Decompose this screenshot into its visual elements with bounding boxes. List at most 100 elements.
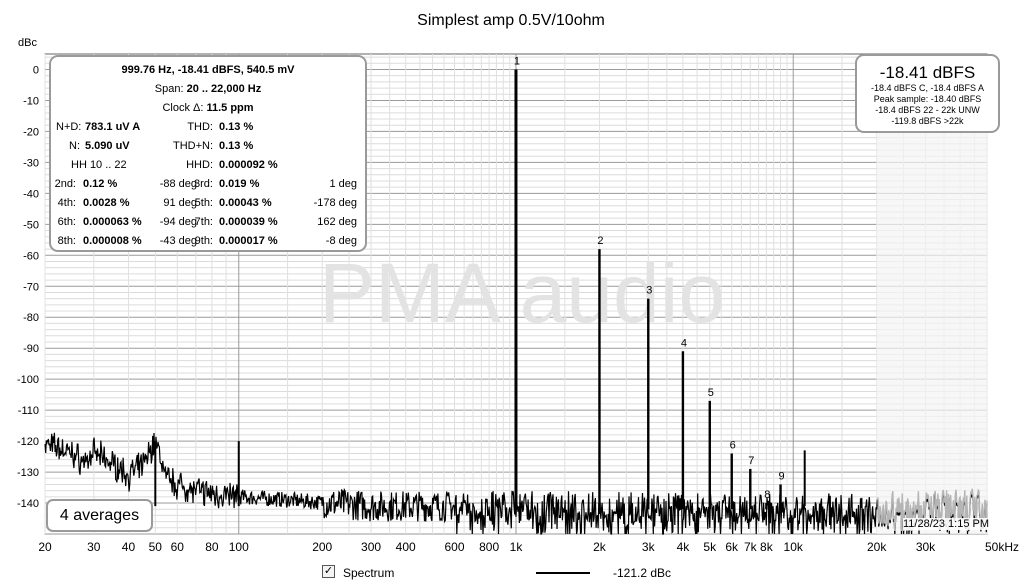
- harmonic-right-phase: 162 deg: [317, 216, 357, 228]
- level-readout-box: -18.41 dBFS -18.4 dBFS C, -18.4 dBFS A P…: [855, 54, 1000, 133]
- x-tick-label: 40: [122, 540, 136, 554]
- x-tick-label: 50: [149, 540, 163, 554]
- harmonic-label: 3: [646, 285, 652, 297]
- x-axis-ticks: 20 30 40 50 60 80 100 200 300 400 600 800 1k 2k 3k 4k 5k…: [38, 540, 1019, 554]
- harmonic-row: 8th: 0.000008 % -43 deg 9th: 0.000017 % …: [51, 233, 365, 249]
- harmonic-label: 5: [708, 387, 714, 399]
- nd-value: 783.1 uV A: [85, 121, 141, 133]
- spectrum-series: [44, 69, 988, 535]
- noise-floor-trace: [44, 432, 988, 535]
- harmonic-label: 4: [681, 337, 687, 349]
- harmonic-row: 2nd: 0.12 % -88 deg 3rd: 0.019 % 1 deg: [51, 176, 365, 192]
- y-axis-ticks: 0 -10 -20 -30 -40 -50 -60 -70 -80 -90 -100 -110 -120…: [17, 64, 39, 510]
- nd-label: N+D:: [56, 121, 82, 133]
- harmonic-left-value: 0.000008 %: [83, 235, 142, 247]
- harmonic-right-label: 3rd:: [194, 178, 213, 190]
- harmonic-left-value: 0.12 %: [83, 178, 118, 190]
- x-tick-label: 6k: [725, 540, 739, 554]
- y-tick-label: -110: [18, 405, 39, 417]
- clock-label: Clock Δ:: [162, 102, 204, 114]
- harmonic-right-label: 5th:: [194, 197, 213, 209]
- level-detail-line: Peak sample: -18.40 dBFS: [873, 94, 982, 104]
- x-tick-label: 50kHz: [985, 540, 1019, 554]
- y-tick-label: -90: [23, 343, 39, 355]
- y-tick-label: -140: [17, 498, 39, 510]
- thdn-label: THD+N:: [172, 140, 213, 152]
- info-nd-row: N+D: 783.1 uV A THD: 0.13 %: [51, 119, 365, 135]
- info-hh-row: HH 10 .. 22 HHD: 0.000092 %: [51, 157, 365, 173]
- thd-label: THD:: [187, 121, 213, 133]
- level-detail-line: -18.4 dBFS C, -18.4 dBFS A: [870, 83, 985, 93]
- info-span-row: Span: 20 .. 22,000 Hz: [51, 81, 365, 97]
- spectrum-checkbox[interactable]: ✓: [322, 565, 335, 578]
- harmonic-right-value: 0.00043 %: [219, 197, 272, 209]
- x-tick-label: 3k: [642, 540, 656, 554]
- timestamp: 11/28/23 1:15 PM: [903, 518, 990, 530]
- harmonic-label: 6: [730, 439, 736, 451]
- x-tick-label: 20: [38, 540, 52, 554]
- averages-box: 4 averages: [46, 499, 153, 532]
- x-tick-label: 8k: [760, 540, 774, 554]
- info-header-row: 999.76 Hz, -18.41 dBFS, 540.5 mV: [51, 62, 365, 78]
- x-tick-label: 400: [396, 540, 416, 554]
- harmonic-left-label: 6th:: [57, 216, 76, 228]
- harmonic-right-value: 0.000039 %: [219, 216, 278, 228]
- x-tick-label: 60: [171, 540, 185, 554]
- x-tick-label: 200: [312, 540, 332, 554]
- x-tick-label: 100: [229, 540, 249, 554]
- y-tick-label: -70: [23, 281, 39, 293]
- x-tick-label: 10k: [784, 540, 804, 554]
- y-tick-label: -60: [23, 250, 39, 262]
- x-tick-label: 30: [87, 540, 101, 554]
- span-value: 20 .. 22,000 Hz: [186, 83, 262, 95]
- harmonic-right-value: 0.019 %: [219, 178, 260, 190]
- x-tick-label: 300: [361, 540, 381, 554]
- harmonic-left-value: 0.000063 %: [83, 216, 142, 228]
- span-label: Span:: [154, 83, 184, 95]
- legend-label[interactable]: Spectrum: [343, 566, 395, 580]
- x-tick-label: 5k: [703, 540, 717, 554]
- harmonic-right-phase: -8 deg: [325, 235, 357, 247]
- thdn-value: 0.13 %: [219, 140, 254, 152]
- n-label: N:: [69, 140, 80, 152]
- harmonic-right-phase: 1 deg: [329, 178, 357, 190]
- x-tick-label: 1k: [510, 540, 524, 554]
- measurement-info-box: 999.76 Hz, -18.41 dBFS, 540.5 mV Span: 2…: [49, 55, 367, 252]
- y-tick-label: -80: [23, 312, 39, 324]
- x-tick-label: 20k: [867, 540, 887, 554]
- x-tick-label: 2k: [593, 540, 607, 554]
- y-tick-label: -130: [17, 467, 39, 479]
- harmonic-label: 9: [778, 470, 784, 482]
- harmonic-left-label: 8th:: [57, 235, 76, 247]
- n-value: 5.090 uV: [85, 140, 130, 152]
- clock-value: 11.5 ppm: [206, 102, 254, 114]
- harmonic-right-value: 0.000017 %: [219, 235, 278, 247]
- harmonic-right-label: 9th:: [194, 235, 213, 247]
- y-tick-label: -120: [17, 436, 39, 448]
- legend-line-swatch: [536, 572, 590, 574]
- harmonic-right-phase: -178 deg: [313, 197, 357, 209]
- x-tick-label: 30k: [916, 540, 936, 554]
- y-axis-label: dBc: [18, 37, 37, 49]
- harmonic-right-label: 7th:: [194, 216, 213, 228]
- info-clock-row: Clock Δ: 11.5 ppm: [51, 100, 365, 116]
- out-of-band-shade: [876, 54, 987, 534]
- hhd-label: HHD:: [186, 159, 213, 171]
- hh-label: HH 10 .. 22: [71, 159, 127, 171]
- harmonic-label: 8: [764, 489, 770, 501]
- harmonic-left-phase: 91 deg: [163, 197, 197, 209]
- y-tick-label: -20: [23, 126, 39, 138]
- legend-value: -121.2 dBc: [613, 566, 672, 580]
- y-tick-label: -100: [17, 374, 39, 386]
- harmonic-row: 6th: 0.000063 % -94 deg 7th: 0.000039 % …: [51, 214, 365, 230]
- harmonic-label: 1: [514, 55, 520, 67]
- harmonic-label: 2: [597, 235, 603, 247]
- level-detail-line: -18.4 dBFS 22 - 22k UNW: [875, 105, 980, 115]
- x-tick-label: 7k: [744, 540, 758, 554]
- y-tick-label: -50: [23, 219, 39, 231]
- harmonic-left-phase: -94 deg: [159, 216, 197, 228]
- thd-value: 0.13 %: [219, 121, 254, 133]
- y-tick-label: 0: [33, 64, 39, 76]
- harmonic-left-phase: -88 deg: [159, 178, 197, 190]
